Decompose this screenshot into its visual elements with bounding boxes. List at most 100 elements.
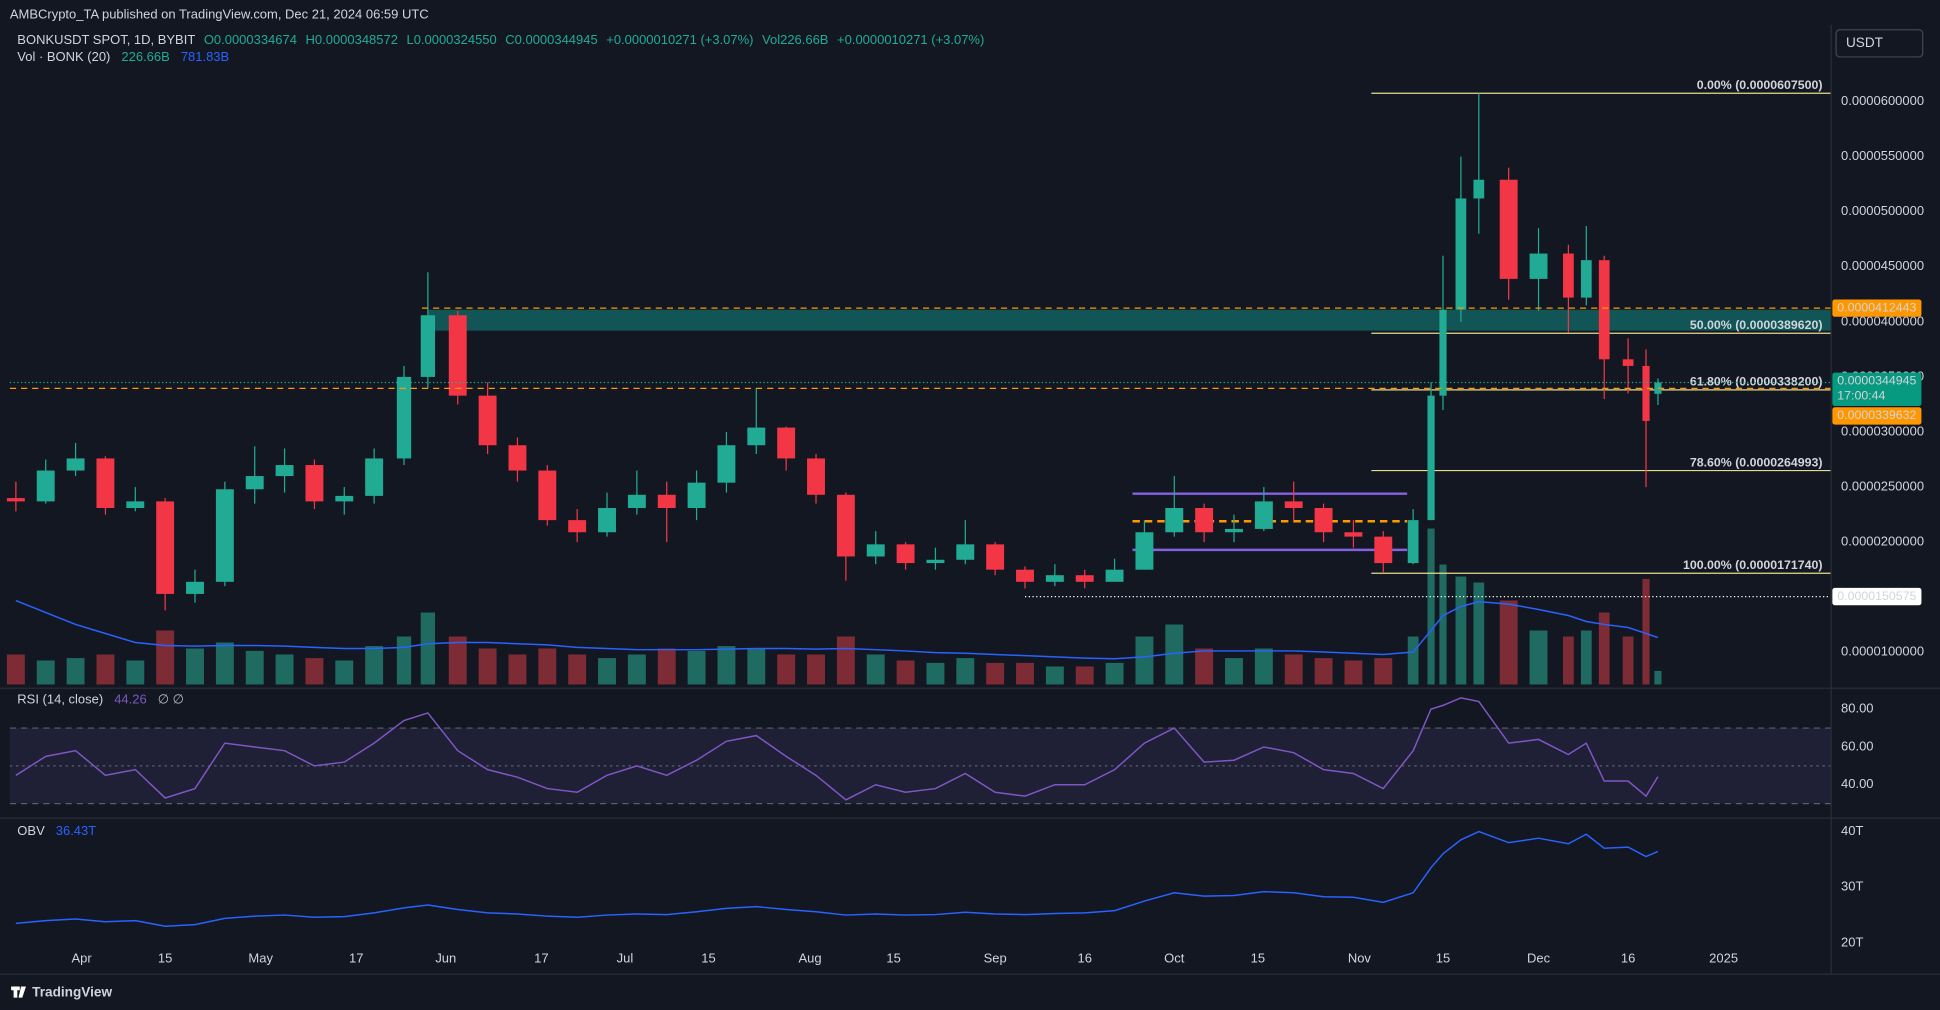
volume-bar bbox=[1622, 636, 1634, 685]
volume-bar bbox=[66, 658, 85, 685]
volume-bar bbox=[1105, 662, 1124, 685]
rsi-legend: RSI (14, close) 44.26 ∅ ∅ bbox=[17, 692, 184, 707]
price-tag bbox=[1832, 587, 1922, 606]
x-tick-label: 15 bbox=[701, 951, 715, 966]
candle-body bbox=[1427, 395, 1435, 521]
candle-body bbox=[156, 501, 175, 594]
volume-bar bbox=[156, 630, 175, 685]
candle-body bbox=[687, 482, 706, 509]
candle-body bbox=[335, 495, 354, 502]
y-tick-label: 0.0000500000 bbox=[1841, 203, 1924, 218]
rsi-value: 44.26 bbox=[114, 692, 146, 707]
x-tick-label: Apr bbox=[71, 951, 92, 966]
obv-tick-label: 20T bbox=[1841, 934, 1863, 949]
volume-bar bbox=[717, 646, 736, 685]
legend-change: +0.0000010271 (+3.07%) bbox=[606, 32, 753, 47]
volume-legend: Vol · BONK (20) 226.66B 781.83B bbox=[17, 50, 229, 65]
candle-body bbox=[777, 427, 796, 459]
legend-low: L0.0000324550 bbox=[406, 32, 496, 47]
countdown-label: 17:00:44 bbox=[1837, 388, 1885, 402]
volume-bar bbox=[866, 654, 885, 685]
legend-change: +0.0000010271 (+3.07%) bbox=[837, 32, 984, 47]
x-tick-label: Jun bbox=[435, 951, 456, 966]
volume-bar bbox=[1045, 666, 1064, 685]
volume-bar bbox=[396, 636, 412, 685]
x-tick-label: 2025 bbox=[1709, 951, 1738, 966]
currency: USDT bbox=[1846, 35, 1883, 50]
volume-bar bbox=[1407, 636, 1419, 685]
candle-body bbox=[1105, 569, 1124, 582]
volume-bar bbox=[657, 648, 676, 685]
legend-high: H0.0000348572 bbox=[306, 32, 398, 47]
candle-body bbox=[1314, 508, 1333, 533]
y-tick-label: 0.0000550000 bbox=[1841, 148, 1924, 163]
obv-legend: OBV 36.43T bbox=[17, 823, 96, 838]
volume-bar bbox=[896, 660, 915, 685]
candle-body bbox=[215, 489, 234, 582]
candle-body bbox=[36, 470, 55, 502]
candle-body bbox=[275, 465, 294, 477]
volume-ma bbox=[15, 599, 1659, 660]
candle-body bbox=[126, 501, 145, 509]
candle-body bbox=[508, 445, 527, 471]
obv-title: OBV bbox=[17, 823, 45, 838]
candle-body bbox=[717, 445, 736, 483]
volume-bar bbox=[1344, 660, 1363, 685]
volume-bar bbox=[1580, 630, 1592, 685]
x-tick-label: 16 bbox=[1621, 951, 1635, 966]
volume-ma-value: 781.83B bbox=[181, 50, 229, 65]
volume-bar bbox=[538, 648, 557, 685]
volume-bar bbox=[1427, 528, 1435, 685]
candle-body bbox=[1499, 179, 1518, 279]
x-tick-label: Jul bbox=[617, 951, 634, 966]
candle-body bbox=[1455, 198, 1467, 310]
volume-bar bbox=[186, 648, 204, 685]
candle-body bbox=[866, 544, 885, 557]
candle-body bbox=[1045, 575, 1064, 582]
candle-body bbox=[1598, 260, 1610, 360]
price-tag-label: 0.0000339632 bbox=[1837, 408, 1916, 422]
fib-label: 50.00% (0.0000389620) bbox=[1690, 318, 1823, 332]
rsi-line bbox=[15, 697, 1659, 801]
x-tick-label: 15 bbox=[886, 951, 900, 966]
supply-zone bbox=[427, 309, 1832, 331]
volume-bar bbox=[1455, 576, 1467, 685]
candle-body bbox=[956, 544, 975, 560]
volume-bar bbox=[508, 654, 527, 685]
x-tick-label: 15 bbox=[158, 951, 172, 966]
volume-bar bbox=[1016, 662, 1034, 685]
volume-bar bbox=[126, 660, 145, 685]
x-tick-label: 15 bbox=[1436, 951, 1450, 966]
brand: TradingView bbox=[32, 984, 112, 999]
candle-body bbox=[1016, 569, 1034, 582]
fib-label: 0.00% (0.0000607500) bbox=[1697, 78, 1823, 92]
legend-close: C0.0000344945 bbox=[505, 32, 597, 47]
last-price-label: 0.0000344945 bbox=[1837, 374, 1916, 388]
currency-box[interactable] bbox=[1835, 29, 1924, 58]
volume-bar bbox=[1165, 624, 1184, 685]
candle-body bbox=[1254, 501, 1273, 529]
volume-bar bbox=[1598, 612, 1610, 685]
candle-body bbox=[448, 315, 467, 396]
candle-body bbox=[1374, 536, 1393, 564]
volume-bar bbox=[365, 646, 384, 685]
candle-body bbox=[96, 458, 115, 509]
symbol: BONKUSDT SPOT, 1D, BYBIT bbox=[17, 32, 195, 47]
candle-body bbox=[245, 476, 264, 490]
candle-body bbox=[1642, 365, 1650, 421]
candle-body bbox=[1195, 508, 1214, 533]
volume-bar bbox=[1654, 670, 1662, 685]
volume-bar bbox=[305, 658, 324, 685]
candle-body bbox=[598, 508, 616, 533]
x-tick-label: Aug bbox=[798, 951, 821, 966]
candle-body bbox=[807, 458, 825, 495]
obv-line bbox=[15, 830, 1659, 927]
volume-bar bbox=[1374, 658, 1393, 685]
candle-body bbox=[538, 470, 557, 521]
volume-bar bbox=[1195, 648, 1214, 685]
y-tick-label: 0.0000250000 bbox=[1841, 479, 1924, 494]
obv-tick-label: 40T bbox=[1841, 823, 1863, 838]
candle-body bbox=[657, 494, 676, 509]
legend-open: O0.0000334674 bbox=[204, 32, 297, 47]
